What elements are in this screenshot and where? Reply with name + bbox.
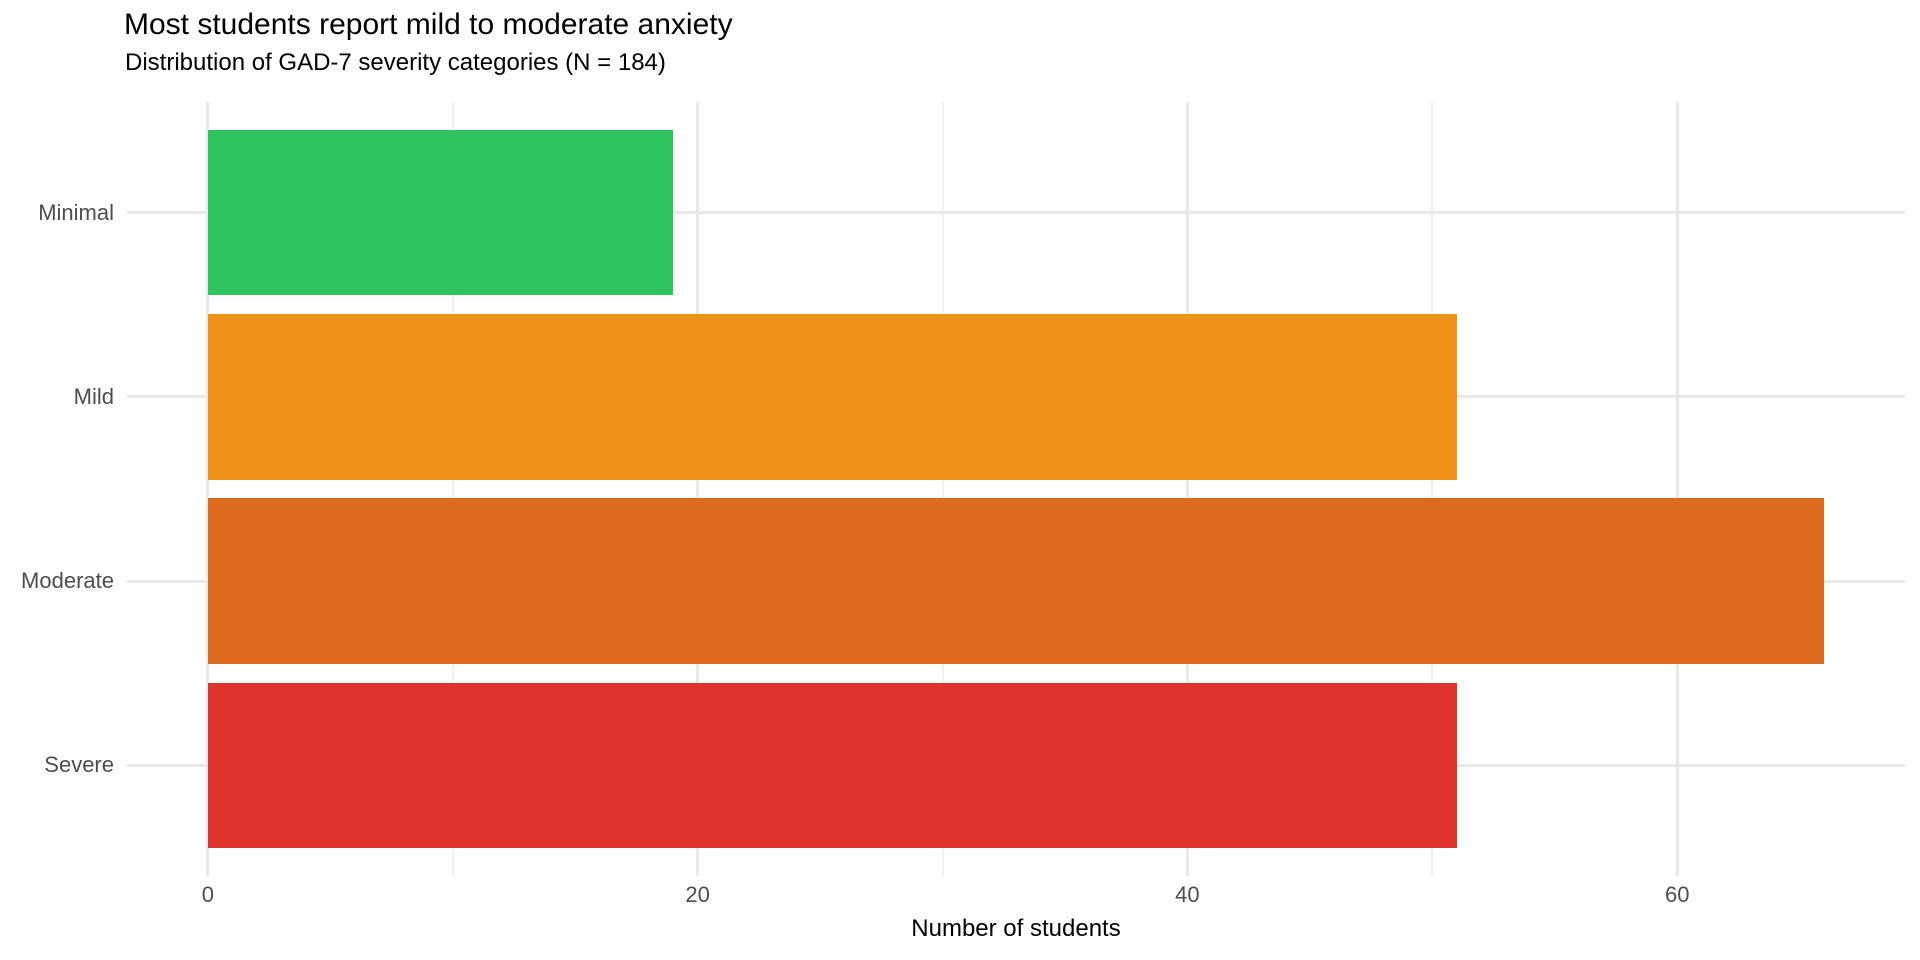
- y-tick-label: Severe: [44, 752, 114, 778]
- x-tick-label: 40: [1175, 882, 1200, 907]
- y-tick-label: Minimal: [38, 199, 114, 225]
- bar-severe: [207, 682, 1457, 849]
- gridline-major-vertical: [206, 102, 210, 876]
- gridline-major-vertical: [1675, 102, 1679, 876]
- gridline-minor-vertical: [941, 102, 944, 876]
- y-tick-label: Moderate: [21, 568, 114, 594]
- chart-title: Most students report mild to moderate an…: [124, 8, 733, 41]
- chart-subtitle: Distribution of GAD-7 severity categorie…: [125, 49, 666, 76]
- gridline-minor-vertical: [1431, 102, 1434, 876]
- x-tick-label: 20: [685, 882, 710, 907]
- x-axis-title: Number of students: [911, 915, 1121, 942]
- y-tick-label: Mild: [73, 383, 114, 409]
- bar-minimal: [207, 129, 674, 296]
- gridline-major-vertical: [696, 102, 700, 876]
- x-tick-label: 0: [201, 882, 214, 907]
- bar-moderate: [207, 498, 1825, 665]
- x-tick-label: 60: [1664, 882, 1690, 907]
- gridline-major-horizontal: [127, 211, 1905, 215]
- gridline-minor-vertical: [451, 102, 454, 876]
- plot-panel: [127, 102, 1905, 876]
- gridline-major-vertical: [1185, 102, 1189, 876]
- bar-mild: [207, 313, 1457, 480]
